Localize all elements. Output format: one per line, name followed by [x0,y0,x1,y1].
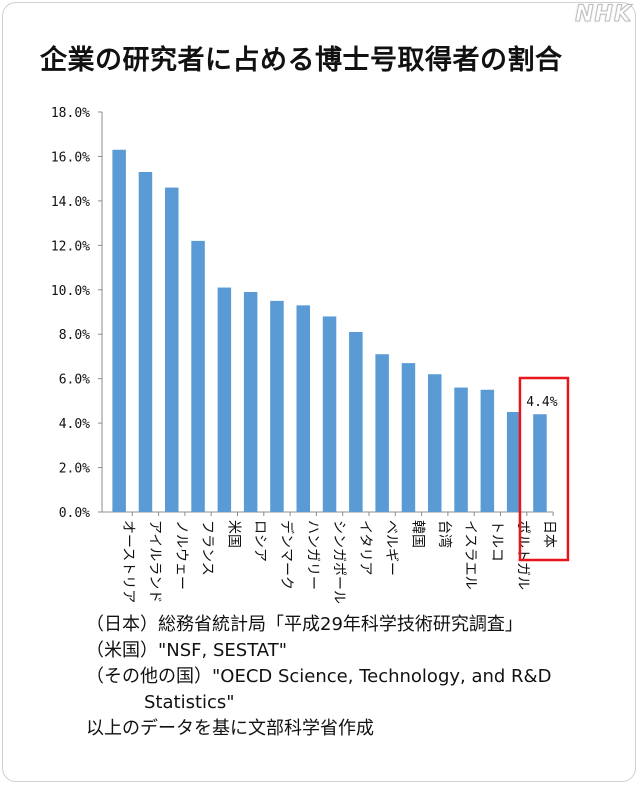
category-label: 台湾 [436,520,453,548]
highlight-box [518,376,570,562]
bar [454,387,468,512]
category-label: ポルトガル [515,520,531,590]
y-tick-label: 2.0% [59,462,90,477]
category-label: 日本 [541,520,557,548]
category-label: フランス [199,520,215,576]
bar [480,389,495,512]
source-note-credit: 以上のデータを基に文部科学省作成 [86,718,374,739]
bar [296,305,310,512]
nhk-logo: NHK [575,2,632,28]
y-tick-label: 10.0% [51,284,90,299]
category-label: 韓国 [409,520,425,548]
y-tick-label: 6.0% [59,373,90,388]
bar [270,300,284,512]
y-tick-label: 12.0% [51,239,90,254]
bar [349,332,363,512]
bar [375,354,389,512]
source-note-others: （その他の国）"OECD Science, Technology, and R&… [86,666,552,687]
bar [506,412,521,512]
bar [165,187,179,513]
category-label: アイルランド [146,520,162,603]
source-note-others-cont: Statistics" [144,692,235,713]
category-label: ベルギー [383,520,399,576]
y-tick-label: 14.0% [51,195,90,210]
category-label: トルコ [488,520,504,562]
source-note-japan: （日本）総務省統計局「平成29年科学技術研究調査」 [86,614,523,635]
y-tick-label: 8.0% [59,328,90,343]
category-label: デンマーク [278,520,295,590]
bar [401,363,416,512]
bar [191,240,205,512]
category-label: ハンガリー [304,520,320,590]
y-tick-label: 16.0% [51,150,90,165]
bar [428,374,442,512]
bar [243,292,258,512]
y-tick-label: 4.0% [59,417,90,432]
category-label: イタリア [357,520,373,575]
highlight-value-label: 4.4% [526,395,557,410]
chart-title: 企業の研究者に占める博士号取得者の割合 [40,45,563,76]
y-tick-label: 18.0% [51,106,90,121]
bar [322,316,337,512]
category-label: ノルウェー [173,520,189,590]
source-notes: （日本）総務省統計局「平成29年科学技術研究調査」 （米国）"NSF, SEST… [86,612,626,742]
category-label: シンガポール [331,520,347,604]
bar [533,414,547,512]
source-note-us: （米国）"NSF, SESTAT" [86,640,287,661]
y-tick-label: 0.0% [59,506,90,521]
category-label: イスラエル [462,520,478,590]
category-label: オーストリア [120,520,136,603]
category-label: 米国 [225,520,241,548]
bar [217,287,232,512]
bar [138,172,153,512]
bar [112,149,126,512]
category-label: ロシア [252,520,268,562]
